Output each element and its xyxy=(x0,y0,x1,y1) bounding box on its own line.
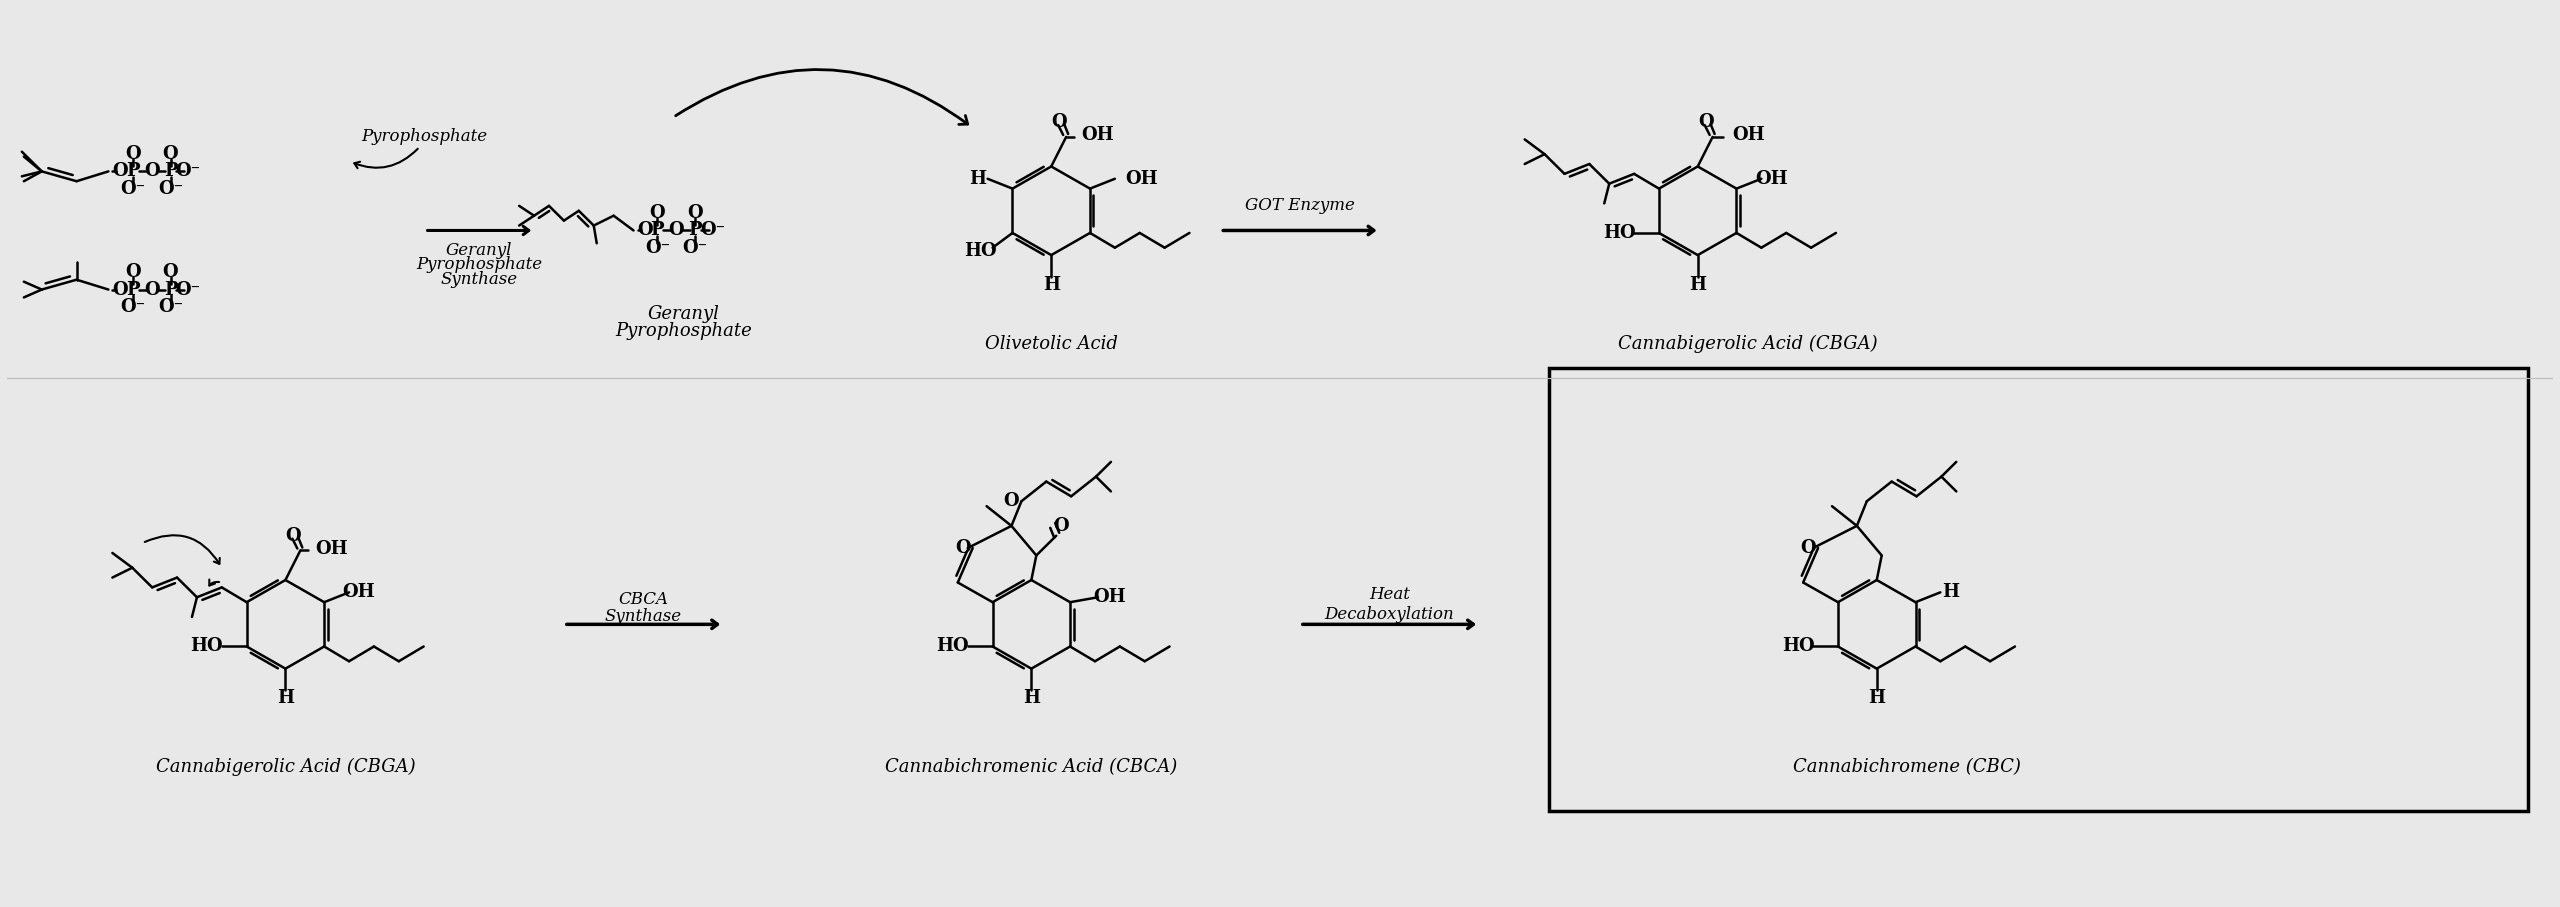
Text: O: O xyxy=(143,162,159,180)
Text: O⁻: O⁻ xyxy=(159,180,184,198)
Text: P: P xyxy=(125,162,141,180)
Text: O: O xyxy=(1800,539,1815,557)
Text: Cannabigerolic Acid (CBGA): Cannabigerolic Acid (CBGA) xyxy=(1618,335,1876,353)
Text: Geranyl: Geranyl xyxy=(648,305,719,323)
Text: O⁻: O⁻ xyxy=(120,180,146,198)
Text: OH: OH xyxy=(343,583,376,601)
Text: O: O xyxy=(955,539,970,557)
Text: O⁻: O⁻ xyxy=(645,239,671,257)
Text: O: O xyxy=(143,280,159,298)
Text: H: H xyxy=(1869,689,1884,707)
Text: OH: OH xyxy=(315,540,348,558)
Text: O: O xyxy=(113,280,128,298)
Text: P: P xyxy=(650,221,663,239)
Text: O: O xyxy=(113,162,128,180)
Text: O: O xyxy=(1004,493,1019,511)
Text: Pyrophosphate: Pyrophosphate xyxy=(417,257,543,273)
Text: P: P xyxy=(125,280,141,298)
Text: P: P xyxy=(689,221,701,239)
Text: O: O xyxy=(1052,517,1070,535)
Text: Olivetolic Acid: Olivetolic Acid xyxy=(986,335,1119,353)
Text: O: O xyxy=(164,263,179,281)
Text: OH: OH xyxy=(1756,170,1787,188)
Bar xyxy=(1549,368,2529,812)
Text: Cannabichromenic Acid (CBCA): Cannabichromenic Acid (CBCA) xyxy=(886,758,1178,776)
Text: H: H xyxy=(1943,583,1958,601)
Text: P: P xyxy=(164,280,177,298)
Text: OH: OH xyxy=(1080,126,1114,144)
Text: Synthase: Synthase xyxy=(604,608,681,625)
Text: O⁻: O⁻ xyxy=(159,297,184,316)
Text: OH: OH xyxy=(1733,126,1766,144)
Text: O: O xyxy=(689,204,704,222)
Text: Pyrophosphate: Pyrophosphate xyxy=(614,322,753,340)
Text: HO: HO xyxy=(1782,638,1815,656)
Text: O: O xyxy=(1052,113,1068,132)
Text: P: P xyxy=(164,162,177,180)
Text: H: H xyxy=(1024,689,1039,707)
Text: O: O xyxy=(125,263,141,281)
Text: O: O xyxy=(164,145,179,163)
Text: OH: OH xyxy=(1124,170,1157,188)
Text: O⁻: O⁻ xyxy=(684,239,707,257)
Text: HO: HO xyxy=(1603,224,1636,242)
Text: O: O xyxy=(1697,113,1713,132)
Text: HO: HO xyxy=(965,241,996,259)
Text: Geranyl: Geranyl xyxy=(445,241,512,258)
Text: H: H xyxy=(276,689,294,707)
Text: HO: HO xyxy=(937,638,970,656)
Text: Pyrophosphate: Pyrophosphate xyxy=(361,129,489,145)
Text: GOT Enzyme: GOT Enzyme xyxy=(1244,198,1354,214)
Text: O: O xyxy=(125,145,141,163)
Text: CBCA: CBCA xyxy=(620,591,668,609)
Text: HO: HO xyxy=(189,638,223,656)
Text: O: O xyxy=(287,527,302,545)
Text: O⁻: O⁻ xyxy=(174,162,200,180)
Text: O⁻: O⁻ xyxy=(174,280,200,298)
Text: O⁻: O⁻ xyxy=(701,221,724,239)
Text: O: O xyxy=(637,221,653,239)
Text: Synthase: Synthase xyxy=(440,271,517,288)
Text: Heat: Heat xyxy=(1370,586,1411,603)
Text: Cannabigerolic Acid (CBGA): Cannabigerolic Acid (CBGA) xyxy=(156,758,415,776)
Text: H: H xyxy=(970,170,986,188)
Text: Cannabichromene (CBC): Cannabichromene (CBC) xyxy=(1792,758,2020,776)
Text: Decaboxylation: Decaboxylation xyxy=(1324,606,1454,623)
Text: O: O xyxy=(650,204,666,222)
Text: H: H xyxy=(1042,276,1060,294)
Text: OH: OH xyxy=(1093,589,1126,606)
Text: H: H xyxy=(1690,276,1705,294)
Text: O⁻: O⁻ xyxy=(120,297,146,316)
Text: O: O xyxy=(668,221,684,239)
